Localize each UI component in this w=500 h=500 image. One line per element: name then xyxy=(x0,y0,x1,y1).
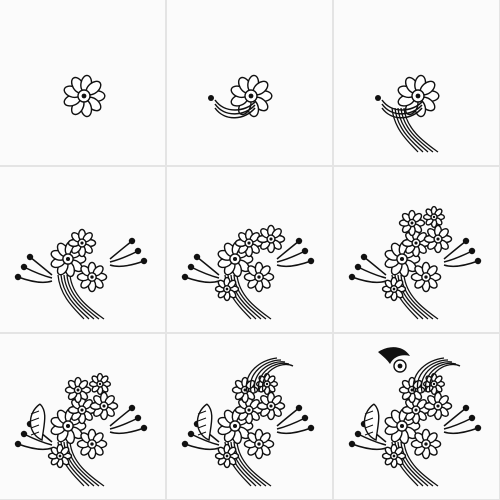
dot-stems xyxy=(276,404,315,435)
step-panel-2 xyxy=(167,0,332,165)
flower xyxy=(401,228,431,258)
step-panel-8 xyxy=(167,334,332,499)
side-leaf xyxy=(29,403,46,442)
dot-stems xyxy=(443,404,482,435)
flower xyxy=(255,372,279,396)
step-drawing xyxy=(375,74,440,153)
flower xyxy=(214,443,240,469)
flower xyxy=(410,428,442,460)
flower xyxy=(243,261,275,293)
flower xyxy=(401,395,431,425)
tail-lines xyxy=(57,274,105,320)
swirl-motif xyxy=(375,95,423,119)
flower xyxy=(398,209,426,237)
feather-motif xyxy=(245,357,294,393)
flower xyxy=(88,372,112,396)
feather-motif xyxy=(412,357,461,393)
flower xyxy=(243,428,275,460)
side-leaf xyxy=(196,403,213,442)
side-leaf xyxy=(363,403,380,442)
flower xyxy=(234,228,264,258)
step-drawing xyxy=(14,228,148,320)
flower xyxy=(47,443,73,469)
flower xyxy=(384,240,421,278)
dot-stems xyxy=(109,237,148,268)
step-drawing xyxy=(14,372,148,487)
step-drawing xyxy=(63,74,106,118)
flower xyxy=(67,395,97,425)
dot-stems xyxy=(443,237,482,268)
step-drawing xyxy=(208,74,273,119)
dot-stems xyxy=(276,237,315,268)
dot-stems xyxy=(109,404,148,435)
peacock-head xyxy=(378,347,410,373)
flower xyxy=(231,376,259,404)
flower xyxy=(381,276,407,302)
step-drawing xyxy=(348,347,482,487)
flower xyxy=(76,261,108,293)
flower xyxy=(423,224,453,254)
flower xyxy=(256,391,286,421)
swirl-motif xyxy=(208,95,256,119)
step-drawing xyxy=(181,224,315,320)
flower xyxy=(76,428,108,460)
flower xyxy=(397,74,440,118)
flower xyxy=(410,261,442,293)
flower xyxy=(423,391,453,421)
flower xyxy=(214,276,240,302)
step-panel-3 xyxy=(334,0,499,165)
flower xyxy=(256,224,286,254)
step-panel-5 xyxy=(167,167,332,332)
step-panel-7 xyxy=(0,334,165,499)
flower xyxy=(234,395,264,425)
step-drawing xyxy=(181,357,315,487)
step-panel-4 xyxy=(0,167,165,332)
flower xyxy=(398,376,426,404)
step-panel-6 xyxy=(334,167,499,332)
flower xyxy=(63,74,106,118)
dot-stems xyxy=(348,253,387,284)
flower xyxy=(89,391,119,421)
flower xyxy=(381,443,407,469)
step-panel-9 xyxy=(334,334,499,499)
dot-stems xyxy=(14,253,53,284)
flower xyxy=(422,372,446,396)
step-panel-1 xyxy=(0,0,165,165)
step-drawing xyxy=(348,205,482,320)
flower xyxy=(64,376,92,404)
flower xyxy=(67,228,97,258)
flower xyxy=(230,74,273,118)
flower xyxy=(422,205,446,229)
dot-stems xyxy=(181,253,220,284)
